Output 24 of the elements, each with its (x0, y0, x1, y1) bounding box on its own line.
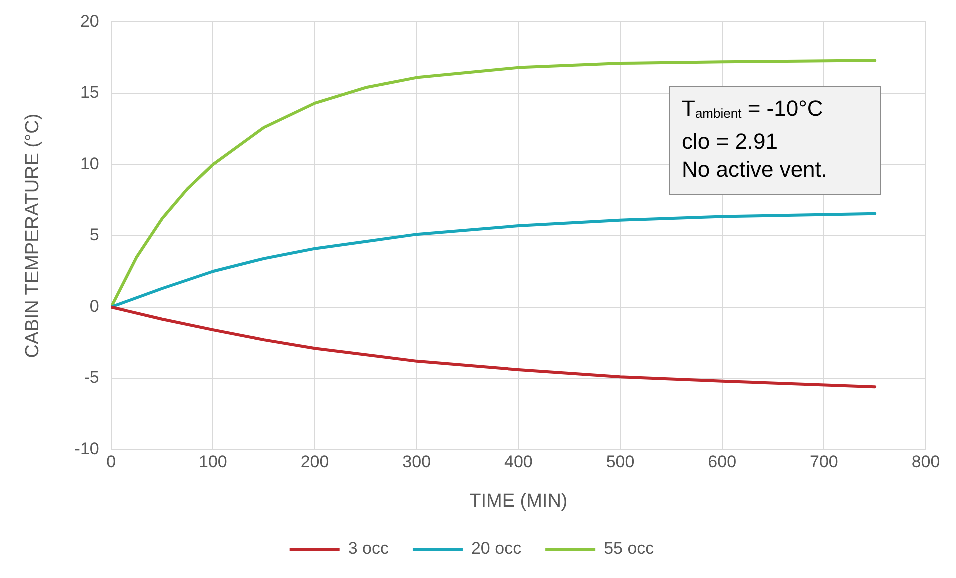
y-tick-label: -5 (84, 368, 100, 388)
y-tick-label: 0 (90, 296, 100, 316)
x-tick-label: 500 (606, 452, 635, 472)
y-tick-label: 5 (90, 226, 100, 245)
x-tick-label: 600 (708, 452, 737, 472)
x-tick-label: 0 (106, 452, 116, 472)
x-tick-label: 200 (300, 452, 330, 472)
legend-label: 3 occ (348, 539, 390, 558)
x-tick-label: 400 (504, 452, 533, 472)
y-axis-title: CABIN TEMPERATURE (°C) (22, 114, 44, 358)
legend-label: 55 occ (604, 539, 655, 558)
y-tick-label: 10 (80, 154, 100, 174)
annotation: clo = 2.91 (682, 128, 780, 156)
x-tick-label: 100 (199, 452, 228, 472)
y-tick-label: -10 (74, 439, 100, 458)
x-tick-label: 300 (402, 452, 432, 472)
y-tick-label: 15 (80, 83, 100, 102)
x-tick-label: 700 (810, 452, 838, 472)
y-tick-label: 20 (80, 12, 100, 31)
x-tick-label: 800 (912, 452, 940, 472)
annotation: T$_{ambient}$ = -10°C (682, 95, 824, 123)
x-axis-title: TIME (MIN) (470, 490, 568, 512)
legend-label: 20 occ (471, 539, 522, 558)
annotation: No active vent. (682, 156, 829, 184)
